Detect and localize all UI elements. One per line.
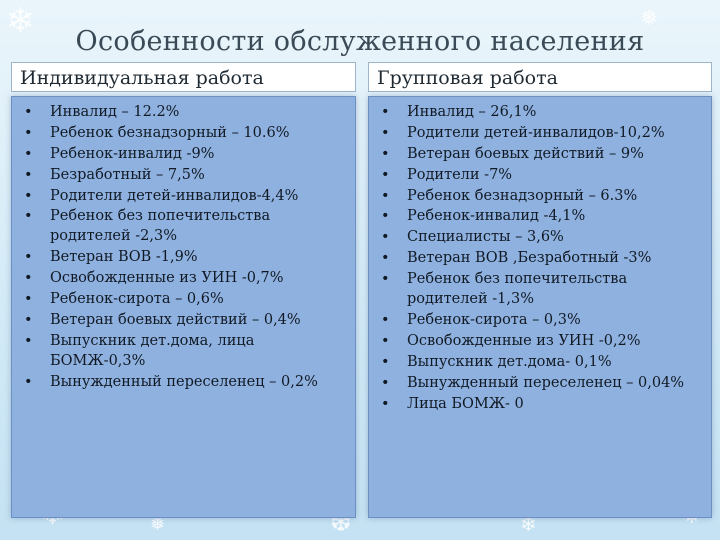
bullet-icon: • [381, 124, 390, 141]
list-item-text: Инвалид – 12.2% [50, 104, 180, 120]
bullet-icon: • [381, 187, 390, 204]
bullet-icon: • [381, 312, 390, 329]
list-item-text: Ребенок-инвалид -9% [50, 145, 215, 162]
bullet-icon: • [381, 166, 390, 183]
list-item: • Ветеран ВОВ ,Безработный -3% [369, 248, 705, 268]
list-item: • Инвалид – 26,1% [369, 102, 705, 122]
bullet-icon: • [24, 249, 33, 266]
bullet-icon: • [381, 332, 390, 349]
list-item: • Ветеран боевых действий – 0,4% [12, 310, 349, 330]
list-item-text: Лица БОМЖ- 0 [407, 395, 524, 412]
group-work-list: • Инвалид – 26,1% • Родители детей-инвалидо… [369, 97, 711, 414]
list-item-text: Выпускник дет.дома, лица БОМЖ-0,3% [50, 332, 255, 369]
bullet-icon: • [381, 271, 390, 288]
list-item: • Ветеран боевых действий – 9% [369, 144, 705, 164]
list-item-text: Освобожденные из УИН -0,2% [407, 332, 641, 349]
list-item-text: Ребенок без попечительства родителей -1,… [407, 271, 628, 308]
list-item: • Лица БОМЖ- 0 [369, 394, 705, 414]
bullet-icon: • [381, 229, 390, 246]
bullet-icon: • [381, 208, 390, 225]
list-item: • Ветеран ВОВ -1,9% [12, 247, 349, 267]
list-item: • Освобожденные из УИН -0,2% [369, 331, 705, 351]
bullet-icon: • [24, 145, 33, 162]
bullet-icon: • [24, 124, 33, 141]
list-item: • Инвалид – 12.2% [12, 102, 349, 122]
group-work-heading: Групповая работа [368, 62, 712, 92]
bullet-icon: • [381, 353, 390, 370]
individual-work-list: • Инвалид – 12.2% • Ребенок безнадзорный – … [12, 97, 355, 392]
group-work-panel: • Инвалид – 26,1% • Родители детей-инвалидо… [368, 96, 712, 518]
list-item: • Ребенок безнадзорный – 10.6% [12, 123, 349, 143]
bullet-icon: • [24, 104, 33, 120]
list-item: • Выпускник дет.дома, лица БОМЖ-0,3% [12, 331, 349, 371]
list-item: • Ребенок без попечительства родителей -1… [369, 269, 705, 309]
list-item: • Ребенок-сирота – 0,3% [369, 310, 705, 330]
bullet-icon: • [381, 145, 390, 162]
list-item: • Освобожденные из УИН -0,7% [12, 268, 349, 288]
list-item-text: Ветеран боевых действий – 9% [407, 145, 644, 162]
list-item: • Ребенок без попечительства родителей -2… [12, 206, 349, 246]
list-item-text: Безработный – 7,5% [50, 166, 205, 183]
list-item: • Родители -7% [369, 165, 705, 185]
list-item: • Ребенок-инвалид -4,1% [369, 206, 705, 226]
list-item: • Ребенок безнадзорный – 6.3% [369, 186, 705, 206]
list-item: • Ребенок-сирота – 0,6% [12, 289, 349, 309]
list-item: • Вынужденный переселенец – 0,2% [12, 372, 349, 392]
bullet-icon: • [381, 395, 390, 412]
snowflake-icon: ❄ [6, 1, 35, 41]
bullet-icon: • [24, 312, 33, 329]
list-item-text: Инвалид – 26,1% [407, 104, 537, 120]
list-item-text: Выпускник дет.дома- 0,1% [407, 353, 612, 370]
bullet-icon: • [381, 104, 390, 120]
list-item-text: Ребенок без попечительства родителей -2,… [50, 208, 271, 245]
individual-work-panel: • Инвалид – 12.2% • Ребенок безнадзорный – … [11, 96, 356, 518]
bullet-icon: • [24, 373, 33, 390]
bullet-icon: • [24, 187, 33, 204]
list-item-text: Ветеран боевых действий – 0,4% [50, 312, 301, 329]
list-item-text: Родители -7% [407, 166, 513, 183]
snowflake-icon: ❅ [640, 6, 659, 31]
list-item-text: Ребенок безнадзорный – 10.6% [50, 124, 290, 141]
list-item: • Родители детей-инвалидов-4,4% [12, 186, 349, 206]
list-item: • Выпускник дет.дома- 0,1% [369, 352, 705, 372]
list-item: • Родители детей-инвалидов-10,2% [369, 123, 705, 143]
list-item-text: Освобожденные из УИН -0,7% [50, 270, 284, 287]
snowflake-icon: ❅ [150, 514, 166, 535]
list-item: • Ребенок-инвалид -9% [12, 144, 349, 164]
list-item-text: Ребенок-сирота – 0,6% [50, 291, 224, 308]
list-item-text: Вынужденный переселенец – 0,2% [50, 373, 318, 390]
individual-work-heading: Индивидуальная работа [11, 62, 356, 92]
bullet-icon: • [24, 332, 33, 349]
page-title: Особенности обслуженного населения [75, 26, 645, 57]
list-item-text: Родители детей-инвалидов-4,4% [50, 187, 299, 204]
list-item: • Вынужденный переселенец – 0,04% [369, 373, 705, 393]
list-item-text: Вынужденный переселенец – 0,04% [407, 374, 685, 391]
bullet-icon: • [24, 166, 33, 183]
bullet-icon: • [24, 291, 33, 308]
list-item-text: Ветеран ВОВ -1,9% [50, 249, 198, 266]
list-item-text: Ребенок-инвалид -4,1% [407, 208, 586, 225]
list-item-text: Специалисты – 3,6% [407, 229, 564, 246]
bullet-icon: • [24, 208, 33, 225]
bullet-icon: • [381, 250, 390, 267]
bullet-icon: • [24, 270, 33, 287]
list-item: • Безработный – 7,5% [12, 165, 349, 185]
list-item-text: Ребенок безнадзорный – 6.3% [407, 187, 638, 204]
bullet-icon: • [381, 374, 390, 391]
list-item-text: Ветеран ВОВ ,Безработный -3% [407, 250, 652, 267]
list-item-text: Ребенок-сирота – 0,3% [407, 312, 581, 329]
snowflake-icon: ❄ [520, 512, 537, 536]
list-item: • Специалисты – 3,6% [369, 227, 705, 247]
list-item-text: Родители детей-инвалидов-10,2% [407, 124, 665, 141]
